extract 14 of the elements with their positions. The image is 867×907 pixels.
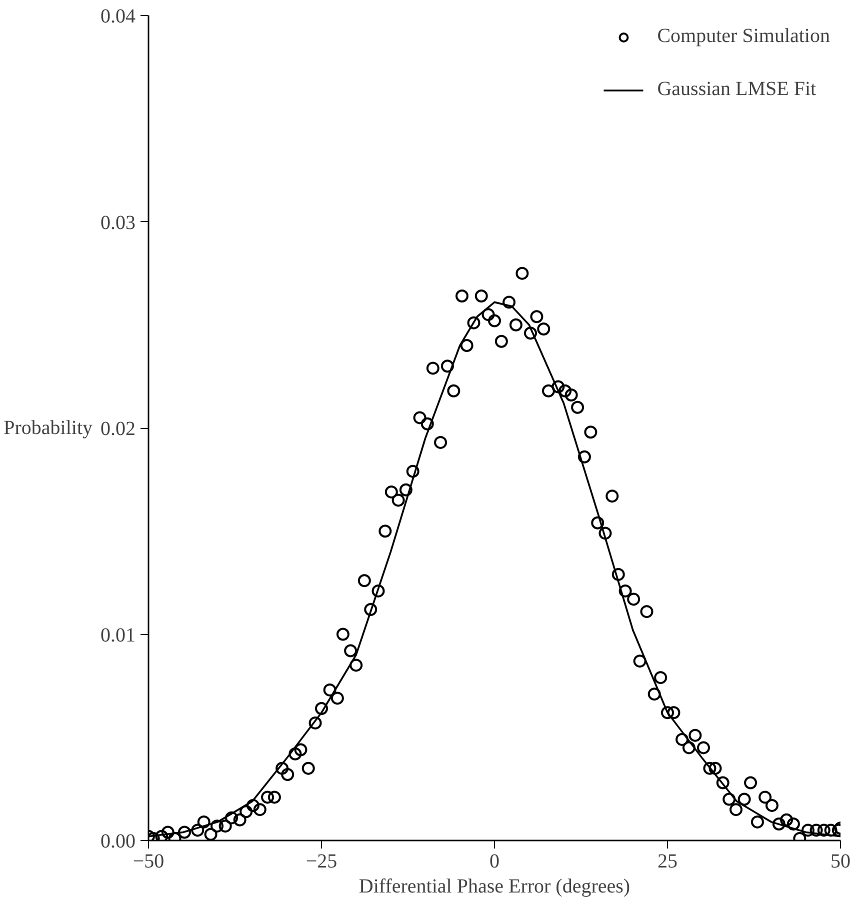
x-tick-label: −25 [306, 850, 338, 872]
legend-label: Computer Simulation [657, 25, 830, 48]
y-tick-label: 0.00 [100, 830, 136, 852]
y-tick-label: 0.01 [100, 624, 136, 646]
legend-label: Gaussian LMSE Fit [657, 78, 816, 101]
x-tick-label: −50 [132, 850, 164, 872]
y-axis-title: Probability [4, 417, 93, 439]
x-tick-label: 25 [658, 850, 678, 872]
x-tick-label: 0 [490, 850, 500, 872]
y-tick-label: 0.02 [100, 418, 136, 440]
y-tick-label: 0.03 [100, 212, 136, 234]
x-axis-title: Differential Phase Error (degrees) [358, 876, 630, 898]
y-tick-label: 0.04 [100, 6, 136, 28]
x-tick-label: 50 [830, 850, 850, 872]
